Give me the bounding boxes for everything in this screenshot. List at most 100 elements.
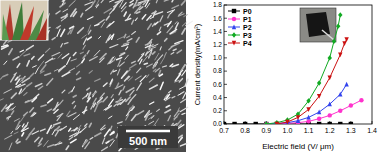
nanostructure [155,53,159,60]
nanostructure [69,1,75,7]
nanostructure [163,66,167,67]
nanostructure [8,116,9,120]
nanostructure [38,86,42,89]
nanostructure [150,17,153,19]
plot-area [224,12,364,124]
nanostructure [103,83,107,86]
nanostructure [114,2,121,7]
x-tick-label: 1.1 [304,127,314,134]
nanostructure [45,73,51,75]
nanostructure [2,46,9,49]
nanostructure [77,78,81,80]
data-point [306,119,310,123]
data-point [349,122,353,124]
nanostructure [46,48,50,52]
nanostructure [78,28,84,33]
nanostructure [69,137,73,140]
nanostructure [165,94,168,98]
y-tick [224,84,227,85]
data-point [338,12,342,17]
nanostructure [69,128,71,131]
nanostructure [122,71,128,78]
nanostructure [175,22,177,24]
nanostructure [85,2,93,5]
nanostructure [30,108,34,112]
nanostructure [81,13,83,17]
data-point [338,122,342,124]
data-point [224,122,226,124]
nanostructure [101,22,104,27]
nanostructure [96,4,98,8]
data-point [338,109,342,113]
series-P4 [275,37,349,124]
nanostructure [90,0,94,1]
nanostructure [180,87,185,89]
nanostructure [92,1,95,6]
nanostructure [82,35,87,38]
nanostructure [124,12,126,16]
nanostructure [24,54,30,56]
nanostructure [19,89,21,94]
nanostructure [170,10,174,14]
nanostructure [157,109,160,111]
nanostructure [95,79,100,81]
nanostructure [60,100,63,104]
nanostructure [14,132,18,134]
nanostructure [53,105,59,111]
nanostructure [160,47,161,50]
nanostructure [101,125,106,130]
nanostructure [110,140,114,146]
nanostructure [126,97,130,101]
data-point [359,98,363,102]
nanostructure [33,66,37,68]
nanostructure [132,20,134,24]
nanostructure [57,29,60,37]
nanostructure [181,1,185,5]
nanostructure [126,110,130,115]
nanostructure [181,92,184,94]
nanostructure [55,131,58,136]
nanostructure [137,111,143,115]
legend-label: P1 [243,16,252,23]
nanostructure [44,141,48,147]
nanostructure [130,4,133,6]
nanostructure [132,61,136,63]
nanostructure [117,98,121,103]
data-point [342,41,346,46]
nanostructure [54,69,57,71]
nanostructure [30,73,34,76]
nanostructure [175,74,180,81]
nanostructure [62,72,70,76]
nanostructure [145,42,151,45]
nanostructure [108,57,113,64]
nanostructure [178,137,182,142]
nanostructure [181,99,186,102]
nanostructure [109,116,112,118]
nanostructure [25,100,28,101]
nanostructure [181,143,187,145]
nanostructure [168,116,171,121]
nanostructure [20,50,24,52]
nanostructure [106,16,109,20]
nanostructure [125,19,130,21]
y-tick-label: 1.0 [213,54,222,61]
data-point [338,52,342,57]
sem-background [0,0,186,152]
nanostructure [9,49,12,55]
nanostructure [165,98,170,101]
nanostructure [59,66,65,71]
y-tick [224,44,227,45]
sample-photo-inset [300,8,336,42]
nanostructure [9,143,12,150]
nanostructure [116,134,118,138]
nanostructure [172,5,178,8]
nanostructure [35,68,38,74]
nanostructure [145,1,148,7]
nanostructure [153,52,155,54]
nanostructure [83,55,86,58]
nanostructure [169,47,172,50]
nanostructure [73,53,76,56]
nanostructure [120,0,124,7]
nanostructure [14,119,19,122]
nanostructure [20,77,26,82]
